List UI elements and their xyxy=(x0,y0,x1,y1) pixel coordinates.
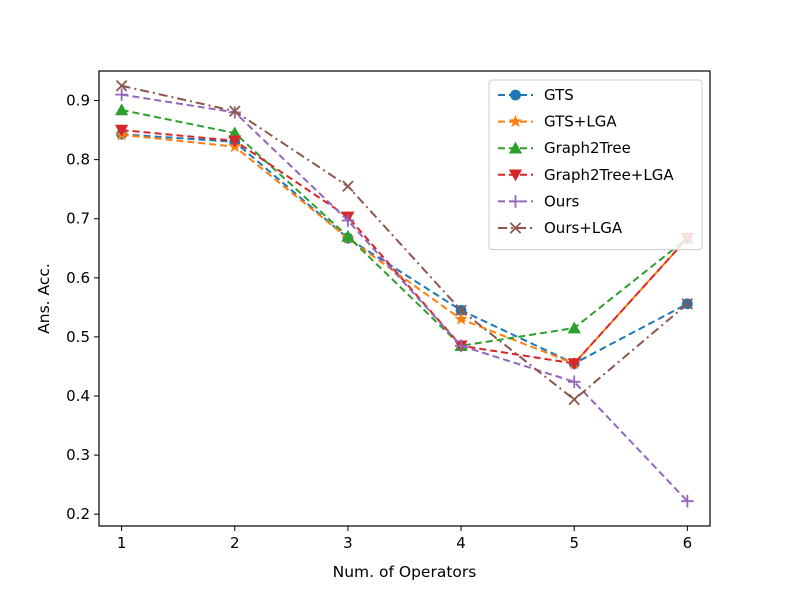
legend-entry: GTS+LGA xyxy=(498,113,617,131)
data-point xyxy=(115,80,128,92)
y-tick-label: 0.3 xyxy=(66,446,90,464)
legend: GTS GTS+LGA Graph2Tree Graph2Tree+LGA Ours Ou… xyxy=(488,79,703,251)
data-point xyxy=(228,126,242,139)
legend-marker xyxy=(509,222,522,234)
legend-entry: Ours+LGA xyxy=(498,219,623,237)
legend-box xyxy=(488,79,703,251)
data-point xyxy=(115,88,128,101)
y-axis-label: Ans. Acc. xyxy=(35,263,53,334)
legend-marker xyxy=(508,169,523,182)
data-point xyxy=(342,180,354,192)
data-point xyxy=(567,321,581,334)
y-tick-label: 0.9 xyxy=(66,92,90,110)
legend-label: GTS+LGA xyxy=(544,113,617,131)
series-line xyxy=(121,133,688,365)
data-point xyxy=(115,124,129,137)
data-point xyxy=(229,105,241,117)
legend-marker xyxy=(508,114,523,128)
data-point xyxy=(341,229,355,242)
y-tick-label: 0.5 xyxy=(66,328,90,346)
data-point xyxy=(115,103,129,116)
plot-marks xyxy=(115,80,694,508)
legend-marker xyxy=(509,195,522,208)
legend-label: GTS xyxy=(544,86,574,104)
series-line xyxy=(121,133,689,365)
x-tick-label: 6 xyxy=(683,534,693,552)
y-tick-label: 0.4 xyxy=(66,387,90,405)
legend-entry: GTS xyxy=(498,86,574,104)
x-tick-label: 4 xyxy=(456,534,466,552)
data-point xyxy=(454,339,468,353)
y-tick-label: 0.2 xyxy=(66,505,90,523)
legend-label: Graph2Tree xyxy=(544,139,631,157)
legend-marker xyxy=(510,89,521,101)
y-tick-label: 0.6 xyxy=(66,269,90,287)
data-point xyxy=(341,214,355,227)
data-point xyxy=(568,393,580,406)
data-point xyxy=(681,494,694,508)
x-tick-label: 2 xyxy=(230,534,240,552)
data-point xyxy=(567,358,581,371)
x-tick-label: 1 xyxy=(117,534,127,552)
series-line xyxy=(121,84,689,401)
legend-marker xyxy=(508,141,523,154)
legend-entry: Graph2Tree xyxy=(498,139,631,157)
plot-frame xyxy=(98,70,711,527)
data-point xyxy=(681,298,694,310)
series-line xyxy=(121,109,688,347)
legend-label: Ours xyxy=(544,192,579,210)
series-ours xyxy=(115,88,694,508)
series-ours-lga xyxy=(115,80,694,406)
y-tick-label: 0.8 xyxy=(66,151,90,169)
legend-entry: Ours xyxy=(498,192,579,210)
series-graph2tree xyxy=(115,103,694,352)
series-line xyxy=(121,129,689,365)
x-axis-label: Num. of Operators xyxy=(333,563,477,581)
y-tick-label: 0.7 xyxy=(66,210,90,228)
legend-label: Graph2Tree+LGA xyxy=(544,166,674,184)
legend-label: Ours+LGA xyxy=(544,219,623,237)
axes: 1 2 3 4 5 6 0.2 0.3 0.4 0.5 0.6 0.7 0.8 0.9 xyxy=(66,92,692,552)
data-point xyxy=(455,304,467,317)
x-tick-label: 3 xyxy=(343,534,353,552)
series-line xyxy=(121,93,689,502)
x-tick-label: 5 xyxy=(569,534,579,552)
data-point xyxy=(454,312,468,325)
legend-entry: Graph2Tree+LGA xyxy=(498,166,674,184)
data-point xyxy=(567,375,581,389)
data-point xyxy=(228,135,242,148)
